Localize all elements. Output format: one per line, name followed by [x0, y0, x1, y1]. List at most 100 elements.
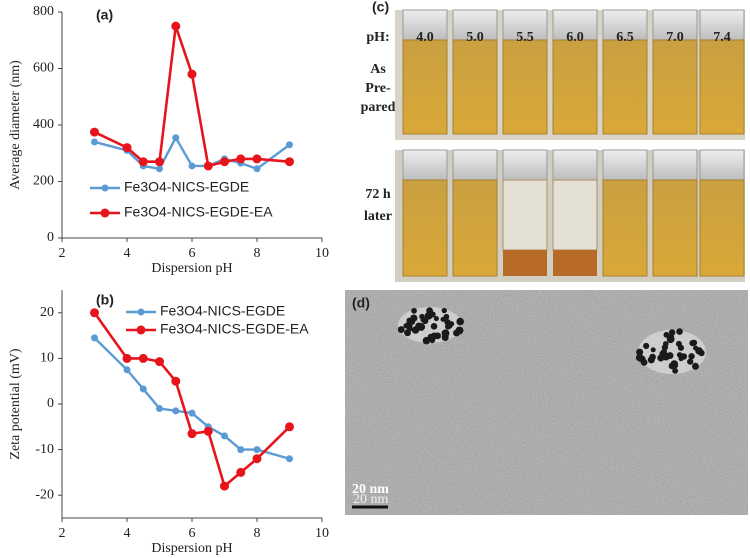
row-label: As — [370, 62, 386, 77]
data-point — [155, 357, 164, 367]
particle — [687, 358, 694, 365]
data-point — [90, 127, 99, 137]
data-point — [220, 157, 229, 167]
data-point — [171, 21, 181, 31]
vial-cap — [652, 149, 698, 181]
data-point — [187, 429, 197, 439]
ph-value: 5.0 — [466, 30, 484, 45]
scale-label: 20 nm — [352, 482, 389, 497]
particle — [424, 311, 433, 320]
y-tick-label: 0 — [47, 230, 54, 245]
particle — [456, 317, 464, 326]
x-tick-label: 4 — [124, 246, 131, 261]
particles — [397, 307, 706, 374]
row-label: pared — [361, 100, 396, 115]
vial-liquid — [602, 39, 648, 135]
scale-small: 20 nm — [353, 492, 389, 507]
y-tick-label: -20 — [35, 487, 54, 502]
particle — [397, 326, 405, 333]
particle — [415, 322, 423, 330]
vial-cap — [452, 149, 498, 181]
vial-liquid — [452, 179, 498, 277]
data-point — [253, 446, 261, 454]
vial-cap — [502, 149, 548, 181]
legend-marker — [136, 325, 146, 335]
vial-liquid — [652, 179, 698, 277]
data-point — [252, 454, 262, 464]
vial-cap — [699, 9, 745, 41]
x-tick-label: 2 — [59, 526, 66, 541]
vial-liquid — [699, 39, 745, 135]
panel-label: (a) — [96, 7, 113, 23]
y-tick-label: 200 — [33, 174, 54, 189]
x-tick-label: 10 — [315, 246, 329, 261]
particle — [688, 353, 695, 360]
legend-label: Fe3O4-NICS-EGDE-EA — [160, 321, 309, 337]
vials: 4.0 5.0 5.5 6.0 6.5 7.0 7.4 — [402, 9, 745, 277]
x-tick-label: 4 — [124, 526, 131, 541]
particle — [691, 362, 699, 370]
x-axis-label: Dispersion pH — [151, 541, 232, 556]
ph-value: 7.0 — [666, 30, 684, 45]
particle — [420, 316, 427, 323]
data-point — [123, 366, 131, 374]
particle — [676, 328, 683, 335]
x-tick-label: 8 — [254, 526, 261, 541]
vial-cap — [452, 9, 498, 41]
data-point — [188, 162, 196, 170]
ph-value: 6.0 — [566, 30, 584, 45]
vial-sediment — [553, 250, 597, 276]
vial-liquid — [402, 179, 448, 277]
particle — [430, 322, 438, 330]
particle — [411, 307, 417, 314]
y-tick-label: -10 — [35, 442, 54, 457]
x-tick-label: 2 — [59, 246, 66, 261]
vial-liquid — [502, 39, 548, 135]
vial-clear — [502, 179, 548, 251]
x-tick-label: 6 — [189, 246, 196, 261]
data-point — [122, 143, 132, 153]
data-point — [188, 409, 196, 417]
data-point — [91, 334, 98, 342]
ph-title: pH: — [366, 30, 389, 45]
particle — [667, 333, 675, 341]
data-point — [138, 157, 148, 167]
particle — [454, 330, 460, 337]
legend-label: Fe3O4-NICS-EGDE-EA — [124, 204, 273, 220]
data-point — [203, 161, 213, 171]
particle — [640, 358, 648, 366]
vial-cap — [602, 149, 648, 181]
data-point — [220, 481, 229, 491]
y-tick-label: 0 — [47, 396, 54, 411]
data-point — [156, 165, 163, 173]
particle — [445, 322, 453, 329]
x-tick-label: 10 — [315, 526, 329, 541]
data-point — [172, 134, 180, 142]
particle — [410, 314, 418, 322]
data-point — [171, 376, 181, 386]
data-point — [253, 165, 261, 173]
y-axis-label: Zeta potential (mV) — [8, 348, 23, 460]
vial-cap — [552, 149, 598, 181]
particle — [677, 344, 685, 351]
vial-cap — [402, 149, 448, 181]
y-tick-label: 20 — [40, 305, 54, 320]
vial-liquid — [452, 39, 498, 135]
y-axis-label: Average diameter (nm) — [8, 60, 23, 190]
particle — [696, 348, 703, 354]
data-point — [252, 154, 262, 164]
ph-value: 4.0 — [416, 30, 434, 45]
particle — [693, 345, 699, 351]
particle — [666, 352, 672, 358]
vial-sediment — [503, 250, 547, 276]
data-point — [90, 308, 99, 318]
data-point — [285, 422, 294, 432]
x-tick-label: 8 — [254, 246, 261, 261]
particle — [440, 316, 446, 322]
y-tick-label: 10 — [40, 351, 54, 366]
particle — [690, 339, 698, 346]
particle — [647, 356, 655, 364]
row-label: later — [364, 209, 392, 224]
data-point — [138, 353, 148, 363]
